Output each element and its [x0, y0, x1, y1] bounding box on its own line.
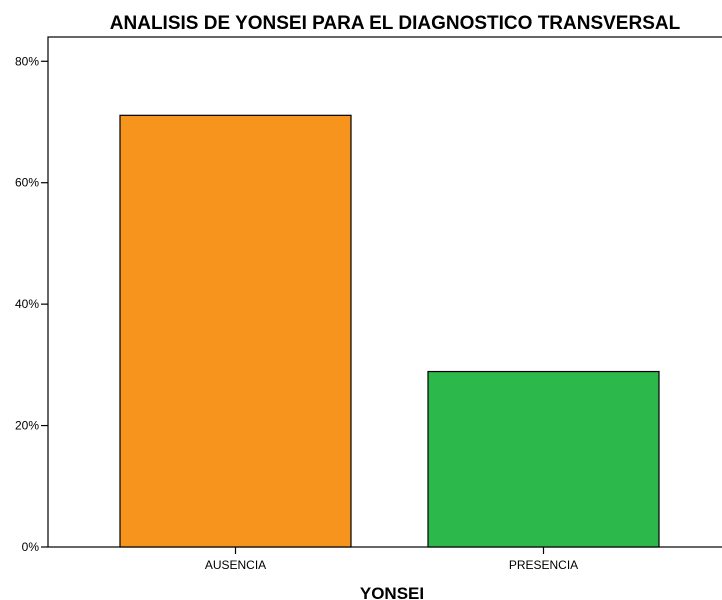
bar-ausencia [119, 114, 352, 548]
x-tick-label: AUSENCIA [205, 558, 266, 572]
y-axis: 0% 20% 40% 60% 80% [15, 54, 48, 554]
plot-frame [47, 36, 722, 548]
x-tick-label: PRESENCIA [509, 558, 578, 572]
y-tick-label: 80% [15, 54, 39, 68]
bars-group [119, 114, 660, 548]
y-tick-label: 60% [15, 176, 39, 190]
y-tick-label: 40% [15, 297, 39, 311]
chart-title: ANALISIS DE YONSEI PARA EL DIAGNOSTICO T… [110, 13, 681, 34]
bar-presencia [427, 370, 660, 548]
x-axis: AUSENCIA PRESENCIA [205, 547, 578, 572]
x-axis-label: YONSEI [360, 584, 424, 600]
y-tick-label: 20% [15, 419, 39, 433]
y-tick-label: 0% [22, 540, 40, 554]
